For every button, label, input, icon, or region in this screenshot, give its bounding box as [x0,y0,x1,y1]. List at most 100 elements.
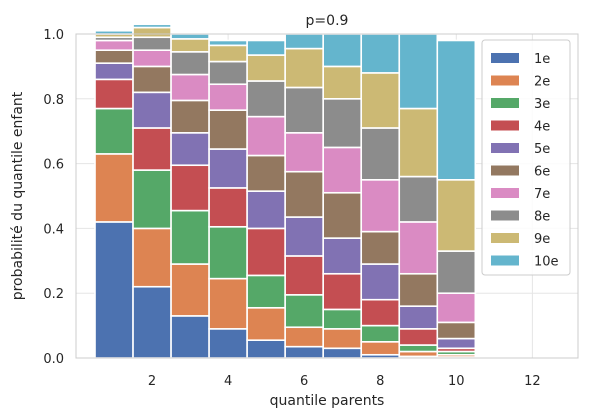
bar-segment-q7-s8 [322,98,363,149]
y-tick-label: 0.6 [43,158,64,173]
bar-segment-q3-s7 [170,73,210,102]
bar-segment-q9-s8 [398,175,439,223]
bar-segment-q8-s3 [360,324,401,343]
bar-segment-q10-s10 [436,39,477,181]
bar-segment-q8-s10 [360,33,401,74]
bar-segment-q8-s6 [360,230,401,265]
bar-segment-q9-s3 [398,344,439,353]
bar-segment-q5-s8 [246,80,286,118]
y-tick-label: 0.0 [43,352,64,367]
x-axis-label: quantile parents [270,393,385,409]
bar-segment-q10-s9 [436,179,477,252]
chart-title: p=0.9 [306,13,349,29]
legend-label: 8e [534,210,550,225]
legend-label: 2e [534,75,550,90]
bar-segment-q6-s6 [284,170,324,218]
bar-segment-q6-s8 [284,86,324,134]
bar-segment-q9-s7 [398,221,439,275]
legend-swatch [491,143,519,153]
y-axis-label: probabilité du quantile enfant [10,91,26,300]
bar-segment-q2-s7 [132,49,172,68]
y-tick-label: 0.2 [43,287,64,302]
y-tick-label: 0.4 [43,222,64,237]
bar-segment-q2-s5 [132,91,172,129]
bar-segment-q9-s6 [398,272,439,307]
bar-segment-q2-s10 [132,23,172,29]
bars [94,23,477,359]
legend-swatch [491,165,519,176]
bar-segment-q7-s3 [322,308,363,330]
bar-segment-q1-s7 [94,39,134,51]
bar-segment-q5-s10 [246,39,286,56]
legend-label: 7e [534,187,550,202]
legend-swatch [491,98,519,108]
bar-segment-q4-s4 [208,187,248,228]
bar-segment-q6-s3 [284,294,324,329]
bar-segment-q3-s5 [170,132,210,167]
bar-segment-q9-s4 [398,328,439,346]
x-tick-label: 12 [524,374,541,389]
bar-segment-q2-s9 [132,26,172,39]
bar-segment-q8-s5 [360,263,401,301]
bar-segment-q7-s10 [322,33,363,68]
bar-segment-q2-s3 [132,169,172,230]
bar-segment-q6-s7 [284,132,324,173]
plot-frame [75,33,579,359]
legend-swatch [491,53,519,63]
x-tick-label: 8 [376,374,384,389]
y-tick-label: 0.8 [43,93,64,108]
legend-swatch [491,188,519,198]
bar-segment-q5-s6 [246,154,286,192]
bar-segment-q5-s3 [246,274,286,309]
bar-segment-q8-s7 [360,179,401,233]
bar-segment-q1-s4 [94,78,134,110]
bar-segment-q1-s5 [94,62,134,81]
legend-swatch [491,120,519,131]
bar-segment-q6-s10 [284,33,324,50]
bar-segment-q6-s5 [284,216,324,257]
bar-segment-q8-s8 [360,127,401,181]
bar-segment-q2-s4 [132,127,172,171]
bar-segment-q2-s8 [132,36,172,52]
legend-label: 5e [534,142,550,157]
bar-segment-q2-s1 [132,285,172,359]
x-tick-label: 4 [224,374,232,389]
legend-label: 10e [534,255,559,270]
legend-swatch [491,255,519,266]
bar-segment-q7-s6 [322,191,363,239]
legend-label: 1e [534,52,550,67]
bar-segment-q4-s10 [208,39,248,47]
bar-segment-q5-s9 [246,54,286,82]
bar-segment-q1-s2 [94,153,134,223]
legend-swatch [491,233,519,243]
bar-segment-q5-s5 [246,190,286,230]
bar-segment-q10-s7 [436,292,477,324]
legend-label: 3e [534,97,550,112]
bar-segment-q4-s3 [208,225,248,280]
bar-segment-q3-s8 [170,51,210,76]
bar-segment-q10-s5 [436,337,477,350]
bar-segment-q6-s1 [284,345,324,359]
bar-segment-q9-s9 [398,107,439,178]
bar-segment-q4-s1 [208,328,248,359]
legend: 1e 2e 3e 4e 5e 6e 7e 8e 9e 10e [481,39,571,276]
bar-segment-q3-s3 [170,209,210,265]
bar-segment-q1-s3 [94,107,134,155]
x-tick-label: 6 [300,374,308,389]
x-tick-label: 10 [448,374,465,389]
bar-segment-q4-s2 [208,277,248,330]
bar-segment-q4-s8 [208,60,248,86]
bar-segment-q5-s7 [246,115,286,157]
bar-segment-q3-s9 [170,38,210,53]
x-tick-labels: 2 4 6 8 10 12 [148,374,541,389]
bar-segment-q7-s4 [322,272,363,311]
bar-segment-q6-s4 [284,255,324,296]
y-tick-labels: 0.0 0.2 0.4 0.6 0.8 1.0 [43,28,64,367]
bar-segment-q4-s5 [208,148,248,189]
bar-segment-q10-s8 [436,250,477,295]
legend-label: 6e [534,165,550,180]
bar-segment-q4-s7 [208,83,248,111]
x-tick-label: 2 [148,374,156,389]
bar-segment-q8-s4 [360,298,401,327]
